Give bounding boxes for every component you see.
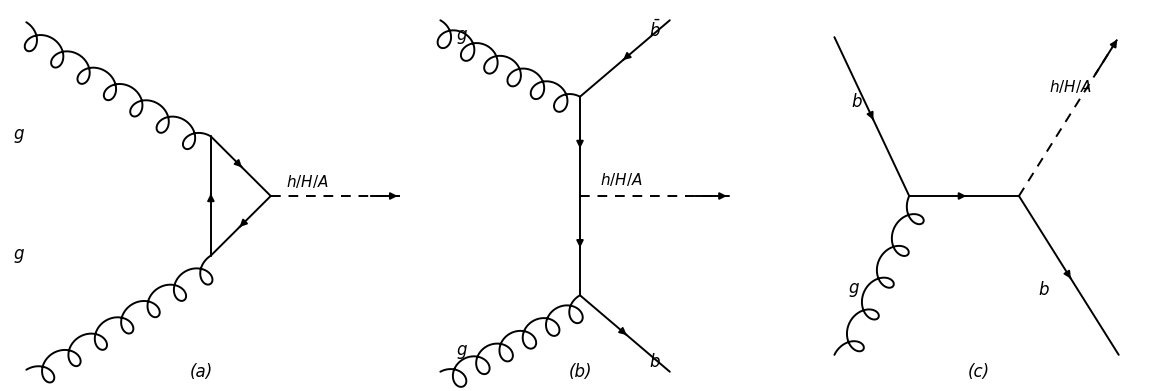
Text: $h/H/A$: $h/H/A$	[285, 172, 328, 190]
Text: $g$: $g$	[13, 127, 26, 145]
Text: $b$: $b$	[851, 93, 864, 111]
Text: $b$: $b$	[650, 353, 661, 371]
Text: $h/H/A$: $h/H/A$	[1049, 78, 1092, 95]
Text: $b$: $b$	[1038, 281, 1050, 300]
Text: $g$: $g$	[849, 281, 860, 300]
Text: $g$: $g$	[456, 28, 468, 46]
Text: (a): (a)	[190, 363, 213, 381]
Text: (b): (b)	[568, 363, 591, 381]
Text: $g$: $g$	[456, 343, 468, 361]
Text: $\bar{b}$: $\bar{b}$	[650, 20, 661, 41]
Text: $g$: $g$	[13, 247, 26, 265]
Text: $h/H/A$: $h/H/A$	[599, 170, 643, 188]
Text: (c): (c)	[968, 363, 991, 381]
